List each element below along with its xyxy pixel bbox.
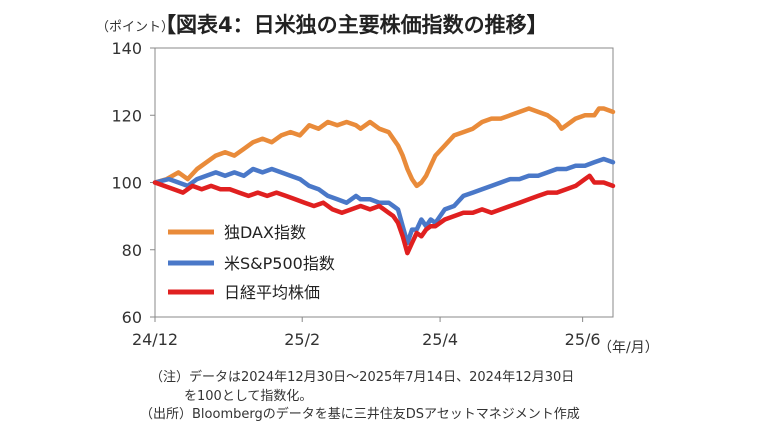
y-tick-label: 140 bbox=[111, 39, 142, 58]
legend-label-0: 独DAX指数 bbox=[224, 223, 306, 242]
chart-title: 【図表4：日米独の主要株価指数の推移】 bbox=[155, 13, 548, 37]
y-tick-label: 80 bbox=[122, 241, 142, 260]
y-tick-label: 60 bbox=[122, 308, 142, 327]
series-line-1 bbox=[152, 156, 616, 246]
legend-label-2: 日経平均株価 bbox=[224, 283, 320, 302]
x-tick-label: 25/4 bbox=[422, 330, 458, 349]
legend-label-1: 米S&P500指数 bbox=[224, 254, 335, 273]
axes: 60 80 100 120 140 24/12 25/2 25/4 25/6 bbox=[111, 39, 614, 349]
series-line-2 bbox=[152, 173, 616, 256]
series-lines bbox=[152, 106, 616, 256]
y-axis-label: （ポイント） bbox=[96, 20, 174, 35]
x-axis-label: （年/月） bbox=[598, 340, 659, 356]
y-tick-label: 120 bbox=[111, 106, 142, 125]
x-tick-label: 24/12 bbox=[132, 330, 178, 349]
y-tick-label: 100 bbox=[111, 174, 142, 193]
note-line-2: を100として指数化。 bbox=[184, 389, 313, 404]
plot-area-frame bbox=[154, 47, 614, 318]
x-tick-label: 25/2 bbox=[284, 330, 320, 349]
series-line-0 bbox=[152, 106, 616, 189]
source-line: （出所）Bloombergのデータを基に三井住友DSアセットマネジメント作成 bbox=[140, 407, 580, 422]
note-line-1: （注）データは2024年12月30日～2025年7月14日、2024年12月30… bbox=[150, 370, 575, 385]
x-tick-label: 25/6 bbox=[565, 330, 601, 349]
